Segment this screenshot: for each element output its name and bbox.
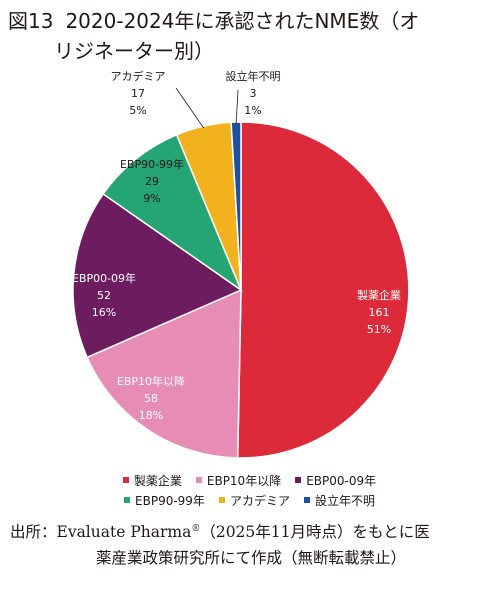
legend-swatch xyxy=(195,477,202,483)
source-line2: 薬産業政策研究所にて作成（無断転載禁止） xyxy=(96,549,407,568)
slice-label-count: 161 xyxy=(369,306,390,319)
slice-label-count: 3 xyxy=(250,87,257,100)
pie-slice xyxy=(102,133,243,293)
slice-label-percent: 16% xyxy=(92,306,116,319)
legend-item: 設立年不明 xyxy=(303,492,375,509)
legend-label: EBP10年以降 xyxy=(206,473,282,488)
figure-title-text-1: 2020-2024年に承認されたNME数（オ xyxy=(65,9,420,33)
source-suffix: （2025年11月時点）をもとに医 xyxy=(200,523,430,542)
legend-item: 製薬企業 xyxy=(122,472,182,489)
leader-line xyxy=(235,89,239,125)
slice-label-name: 製薬企業 xyxy=(357,288,401,302)
legend-swatch xyxy=(303,497,310,503)
source-line1: 出所：Evaluate Pharma®（2025年11月時点）をもとに医 xyxy=(10,523,430,541)
legend-swatch xyxy=(218,497,225,503)
legend-label: アカデミア xyxy=(229,493,290,508)
slice-label-percent: 51% xyxy=(367,323,391,336)
slice-label-count: 52 xyxy=(97,289,111,302)
legend-label: EBP00-09年 xyxy=(306,473,377,488)
legend-row: EBP90-99年 アカデミア 設立年不明 xyxy=(0,490,499,510)
legend-item: EBP00-09年 xyxy=(295,472,376,489)
legend-item: EBP10年以降 xyxy=(195,472,282,489)
slice-label-percent: 18% xyxy=(139,409,163,422)
figure-title: 図13 2020-2024年に承認されたNME数（オ リジネーター別） xyxy=(8,6,492,66)
legend-item: EBP90-99年 xyxy=(124,492,205,509)
leader-line xyxy=(175,87,205,129)
legend-label: 設立年不明 xyxy=(314,493,375,508)
figure-title-line1: 図13 2020-2024年に承認されたNME数（オ xyxy=(8,6,492,36)
slice-label-name: EBP10年以降 xyxy=(117,374,185,388)
slice-label-count: 58 xyxy=(144,392,158,405)
legend-swatch xyxy=(295,477,302,483)
figure-title-line2: リジネーター別） xyxy=(54,39,214,63)
legend-swatch xyxy=(122,477,129,483)
legend-row: 製薬企業 EBP10年以降 EBP00-09年 xyxy=(0,470,499,490)
figure-number: 図13 xyxy=(8,9,54,33)
slice-label-name: EBP90-99年 xyxy=(120,157,184,171)
legend-swatch xyxy=(124,497,131,503)
slice-label-percent: 9% xyxy=(143,192,160,205)
slice-label-name: EBP00-09年 xyxy=(72,271,136,285)
slice-label-percent: 1% xyxy=(244,104,261,117)
pie-slices xyxy=(72,121,410,459)
slice-label-count: 17 xyxy=(131,87,145,100)
legend-item: アカデミア xyxy=(218,492,290,509)
pie-data-labels: 製薬企業 161 51% EBP10年以降 58 18% EBP00-09年 52 16% EBP… xyxy=(72,70,401,422)
pie-slice xyxy=(72,192,243,359)
legend-label: 製薬企業 xyxy=(133,473,182,488)
pie-slice xyxy=(236,121,410,459)
slice-label-name: 設立年不明 xyxy=(226,70,281,83)
slice-label-percent: 5% xyxy=(129,104,146,117)
legend-label: EBP90-99年 xyxy=(135,493,205,508)
chart-legend: 製薬企業 EBP10年以降 EBP00-09年 EBP90-99年 アカデミア 設立年不… xyxy=(0,470,499,510)
pie-slice xyxy=(86,288,242,459)
source-prefix: 出所：Evaluate Pharma xyxy=(10,523,192,542)
source-note: 出所：Evaluate Pharma®（2025年11月時点）をもとに医 薬産業… xyxy=(10,516,492,571)
slice-label-name: アカデミア xyxy=(111,70,166,83)
slice-label-count: 29 xyxy=(145,175,159,188)
pie-leader-lines xyxy=(175,87,239,129)
registered-mark: ® xyxy=(191,524,201,534)
pie-chart: 製薬企業 161 51% EBP10年以降 58 18% EBP00-09年 52 16% EBP… xyxy=(72,70,410,459)
